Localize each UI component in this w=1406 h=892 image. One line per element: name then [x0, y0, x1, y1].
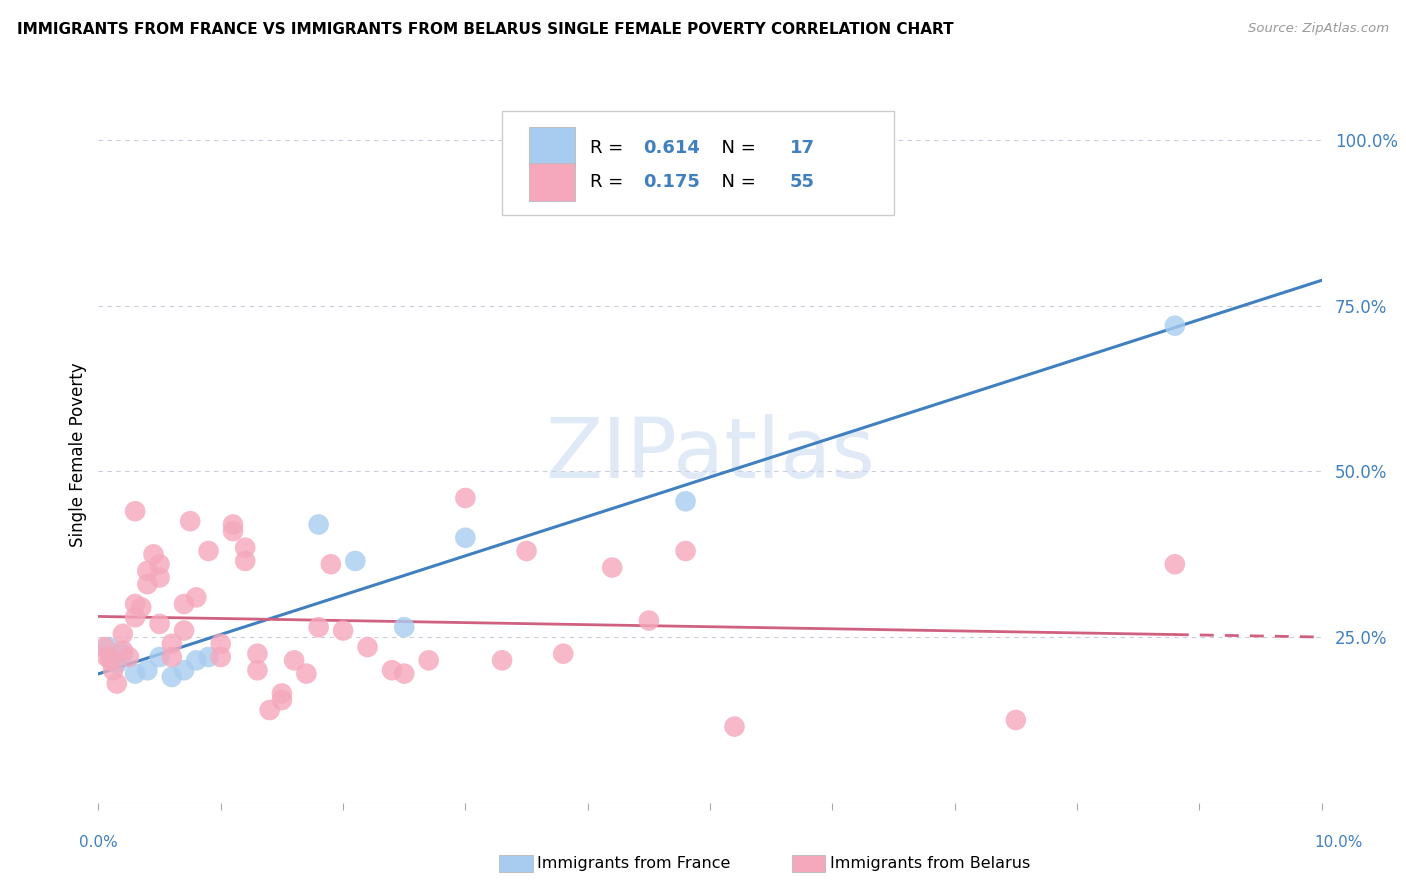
Point	[96, 650, 118, 665]
Point	[723, 720, 745, 734]
Text: IMMIGRANTS FROM FRANCE VS IMMIGRANTS FROM BELARUS SINGLE FEMALE POVERTY CORRELAT: IMMIGRANTS FROM FRANCE VS IMMIGRANTS FRO…	[17, 22, 953, 37]
Point	[118, 650, 141, 665]
Point	[160, 637, 183, 651]
Text: 0.175: 0.175	[643, 173, 700, 191]
Point	[160, 670, 183, 684]
Point	[222, 524, 245, 538]
Point	[1164, 558, 1187, 572]
Point	[233, 541, 256, 555]
Bar	[529, 127, 575, 165]
Point	[600, 560, 623, 574]
Point	[100, 650, 122, 665]
Text: Immigrants from Belarus: Immigrants from Belarus	[830, 856, 1029, 871]
Point	[222, 517, 245, 532]
Point	[160, 650, 183, 665]
Point	[197, 544, 219, 558]
Point	[105, 657, 128, 671]
Point	[454, 531, 477, 545]
Point	[209, 637, 232, 651]
Point	[93, 640, 115, 654]
Point	[149, 570, 172, 584]
Text: 10.0%: 10.0%	[1315, 836, 1362, 850]
Point	[319, 558, 342, 572]
Point	[100, 653, 122, 667]
Point	[637, 614, 661, 628]
Text: 17: 17	[790, 139, 814, 157]
Text: R =: R =	[591, 173, 628, 191]
Point	[259, 703, 281, 717]
Point	[149, 650, 172, 665]
Point	[1164, 318, 1187, 333]
Point	[246, 663, 269, 677]
Text: ZIPatlas: ZIPatlas	[546, 415, 875, 495]
Point	[381, 663, 404, 677]
Point	[270, 686, 292, 700]
Point	[491, 653, 513, 667]
Point	[418, 653, 440, 667]
Point	[308, 517, 330, 532]
Point	[173, 597, 195, 611]
Point	[553, 647, 575, 661]
Point	[136, 577, 159, 591]
Point	[392, 666, 416, 681]
Bar	[529, 162, 575, 201]
Text: Immigrants from France: Immigrants from France	[537, 856, 731, 871]
Point	[344, 554, 367, 568]
Point	[356, 640, 378, 654]
Text: Source: ZipAtlas.com: Source: ZipAtlas.com	[1249, 22, 1389, 36]
Point	[142, 547, 165, 561]
Point	[233, 554, 256, 568]
Point	[136, 564, 159, 578]
Text: 0.0%: 0.0%	[79, 836, 118, 850]
Point	[124, 666, 146, 681]
Point	[111, 627, 134, 641]
Point	[186, 591, 208, 605]
Point	[124, 610, 146, 624]
Point	[283, 653, 305, 667]
Point	[270, 693, 292, 707]
Point	[209, 650, 232, 665]
Point	[675, 544, 697, 558]
Point	[179, 514, 201, 528]
Point	[186, 653, 208, 667]
Point	[124, 597, 146, 611]
Point	[97, 640, 120, 654]
Point	[675, 494, 697, 508]
Point	[308, 620, 330, 634]
Text: N =: N =	[710, 139, 762, 157]
Point	[1004, 713, 1026, 727]
Point	[129, 600, 152, 615]
Text: 55: 55	[790, 173, 814, 191]
Text: R =: R =	[591, 139, 628, 157]
Point	[149, 558, 172, 572]
Point	[149, 616, 172, 631]
Point	[111, 643, 134, 657]
Point	[124, 504, 146, 518]
Point	[332, 624, 354, 638]
Point	[197, 650, 219, 665]
Point	[105, 676, 128, 690]
Point	[454, 491, 477, 505]
Point	[246, 647, 269, 661]
Point	[136, 663, 159, 677]
Point	[173, 624, 195, 638]
Point	[173, 663, 195, 677]
Text: 0.614: 0.614	[643, 139, 700, 157]
Y-axis label: Single Female Poverty: Single Female Poverty	[69, 363, 87, 547]
Point	[516, 544, 538, 558]
Point	[392, 620, 416, 634]
Point	[295, 666, 318, 681]
Point	[111, 647, 134, 661]
FancyBboxPatch shape	[502, 111, 894, 215]
Point	[101, 663, 124, 677]
Text: N =: N =	[710, 173, 762, 191]
